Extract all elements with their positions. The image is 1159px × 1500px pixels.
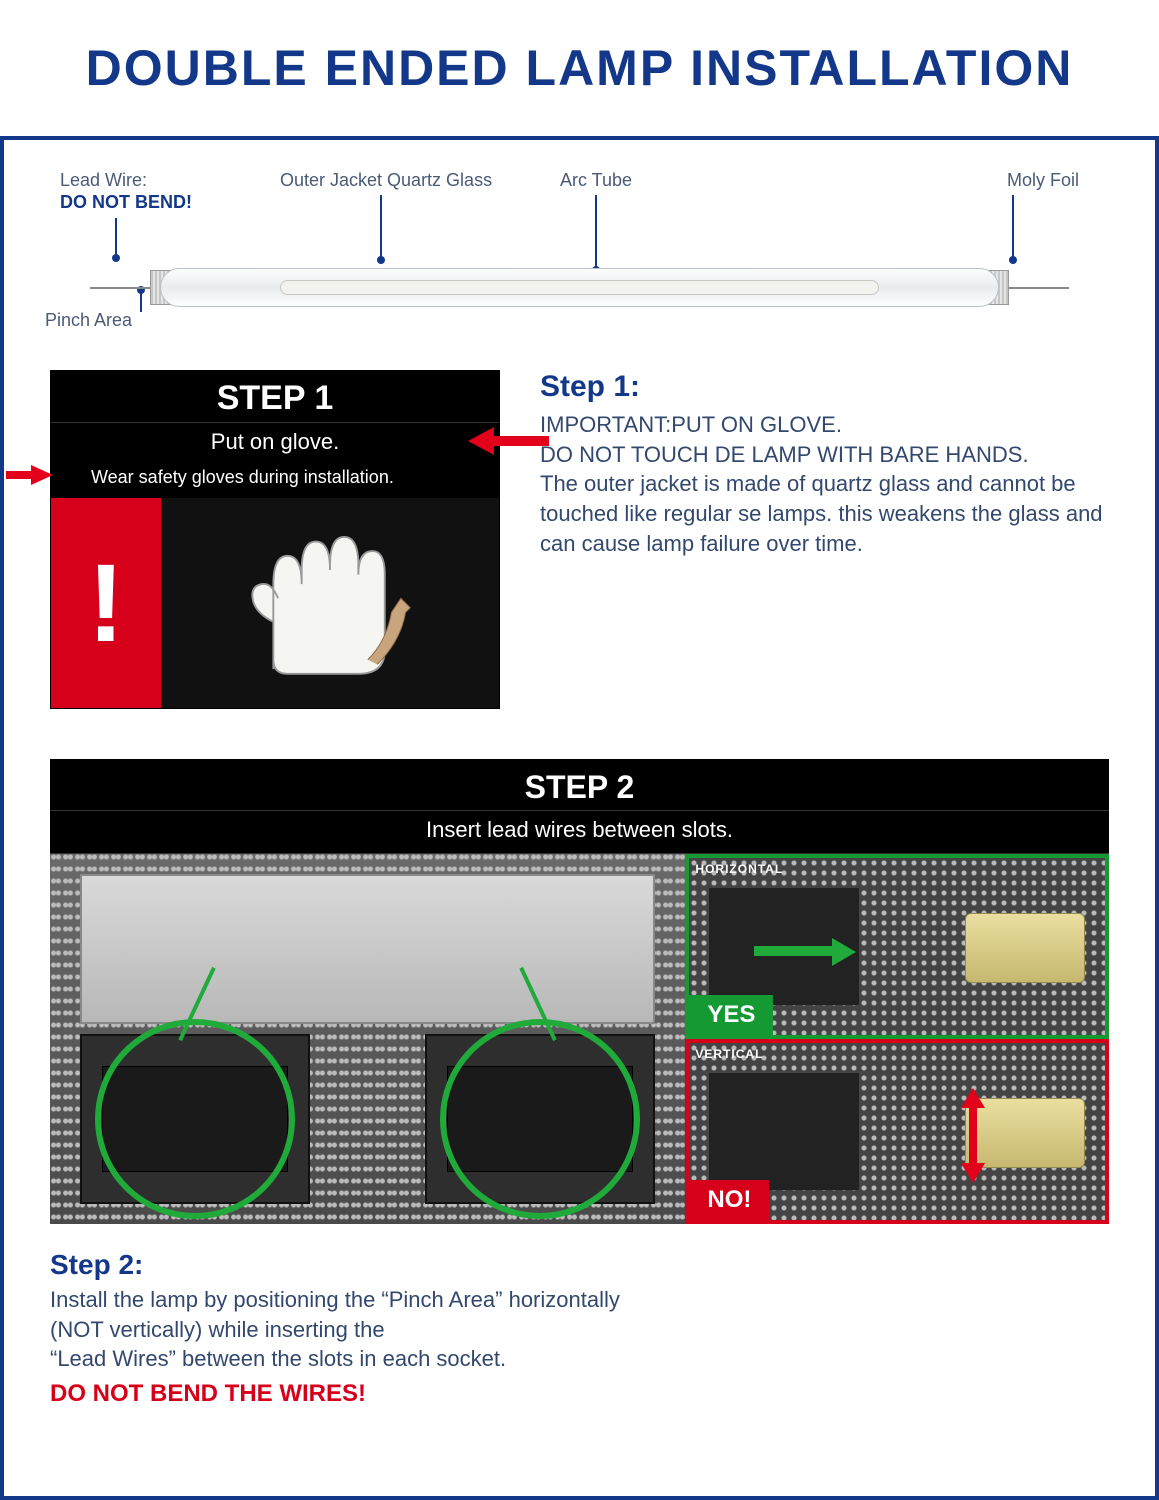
glove-icon: [235, 518, 425, 688]
lamp-end-mini: [965, 913, 1085, 983]
step1-description: Step 1: IMPORTANT:PUT ON GLOVE. DO NOT T…: [540, 370, 1109, 558]
page-title: DOUBLE ENDED LAMP INSTALLATION: [86, 39, 1074, 97]
callout-line: [115, 218, 117, 258]
step2-warning-text: DO NOT BEND THE WIRES!: [50, 1380, 1109, 1408]
step2-graphic-box: STEP 2 Insert lead wires between slots. …: [50, 759, 1109, 1224]
label-lead-wire: Lead Wire: DO NOT BEND!: [60, 170, 192, 213]
warning-panel: !: [51, 498, 161, 708]
step1-box-title: STEP 1: [51, 371, 499, 423]
lead-wire-right: [999, 287, 1069, 289]
arc-tube: [280, 280, 879, 295]
label-arc-tube: Arc Tube: [560, 170, 632, 192]
step1-heading: Step 1:: [540, 370, 1109, 404]
step2-box-title: STEP 2: [50, 759, 1109, 811]
step1-body-text: IMPORTANT:PUT ON GLOVE. DO NOT TOUCH DE …: [540, 410, 1109, 558]
lamp-diagram: Lead Wire: DO NOT BEND! Pinch Area Outer…: [50, 170, 1109, 340]
yes-badge: YES: [689, 995, 773, 1035]
horizontal-correct-panel: HORIZONTAL YES: [685, 854, 1109, 1039]
arrow-right-icon: [31, 465, 53, 485]
label-lead-wire-l2: DO NOT BEND!: [60, 192, 192, 212]
step1-graphic-box: STEP 1 Put on glove. Wear safety gloves …: [50, 370, 500, 709]
horizontal-label: HORIZONTAL: [695, 862, 783, 876]
label-outer-jacket: Outer Jacket Quartz Glass: [280, 170, 492, 192]
header-bar: DOUBLE ENDED LAMP INSTALLATION: [0, 0, 1159, 140]
no-badge: NO!: [689, 1180, 769, 1220]
corner-cut: [1109, 0, 1159, 50]
step2-heading: Step 2:: [50, 1249, 1109, 1281]
step1-box-instruction: Wear safety gloves during installation.: [51, 459, 499, 498]
arrow-horizontal-icon: [754, 938, 856, 966]
vertical-label: VERTICAL: [695, 1047, 763, 1061]
callout-line: [595, 195, 597, 270]
exclamation-icon: !: [88, 540, 125, 667]
arrow-left-icon: [468, 427, 494, 455]
glove-image-panel: [161, 498, 499, 708]
lamp-illustration: [100, 260, 1059, 315]
highlight-circle-left: [95, 1019, 295, 1219]
step2-body-text: Install the lamp by positioning the “Pin…: [50, 1285, 1109, 1374]
label-moly-foil: Moly Foil: [1007, 170, 1079, 192]
step2-description: Step 2: Install the lamp by positioning …: [50, 1249, 1109, 1408]
reflector: [80, 874, 655, 1024]
callout-line: [380, 195, 382, 260]
callout-line: [1012, 195, 1014, 260]
step2-box-sub: Insert lead wires between slots.: [50, 811, 1109, 854]
arrow-vertical-icon: [961, 1088, 985, 1183]
highlight-circle-right: [440, 1019, 640, 1219]
step2-left-image: [50, 854, 685, 1224]
step1-box-sub: Put on glove.: [51, 423, 499, 459]
vertical-wrong-panel: VERTICAL NO!: [685, 1039, 1109, 1224]
step1-sub-text: Put on glove.: [211, 429, 339, 454]
socket-mini: [709, 1073, 859, 1190]
label-lead-wire-l1: Lead Wire:: [60, 170, 147, 190]
step1-instruction-text: Wear safety gloves during installation.: [91, 467, 394, 487]
